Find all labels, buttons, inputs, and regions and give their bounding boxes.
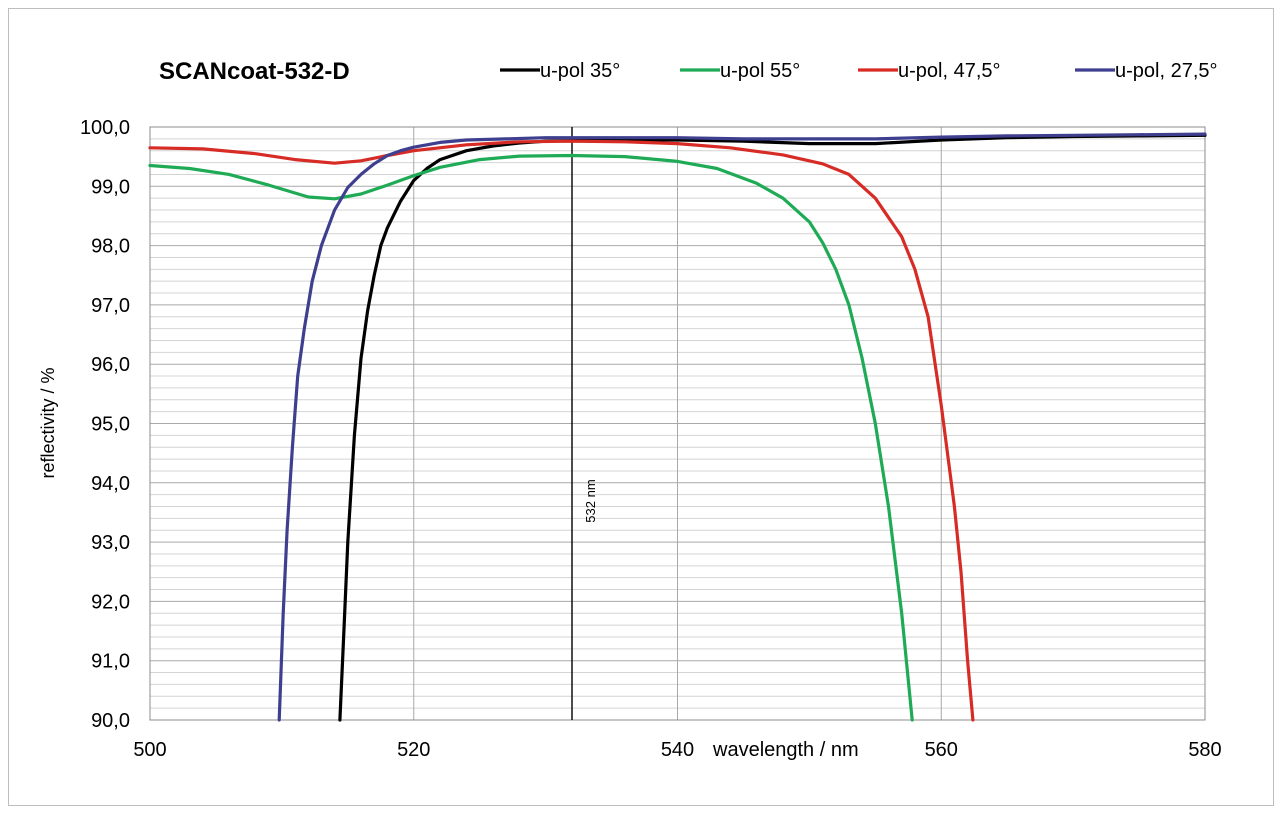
legend: u-pol 35° u-pol 55° u-pol, 47,5° u-pol, 27,…	[500, 60, 1218, 82]
annotation-layer: 532 nm	[571, 127, 598, 720]
y-tick-label: 91,0	[91, 651, 130, 673]
y-tick-labels: 90,0 91,0 92,0 93,0 94,0 95,0 96,0 97,0 98,0 99,0…	[80, 117, 130, 732]
x-tick-label: 540	[661, 739, 694, 761]
legend-label-4: u-pol, 27,5°	[1115, 60, 1218, 82]
x-tick-label: 580	[1188, 739, 1221, 761]
grid	[150, 126, 1205, 721]
x-tick-label: 500	[133, 739, 166, 761]
x-tick-labels: 500 520 540 560 580	[133, 739, 1221, 761]
y-tick-label: 98,0	[91, 236, 130, 258]
y-tick-label: 99,0	[91, 176, 130, 198]
legend-label-3: u-pol, 47,5°	[898, 60, 1001, 82]
y-tick-label: 95,0	[91, 414, 130, 436]
y-tick-label: 93,0	[91, 532, 130, 554]
y-axis-label: reflectivity / %	[38, 367, 58, 478]
x-axis-label: wavelength / nm	[712, 739, 859, 761]
series-line-3	[148, 139, 975, 722]
y-tick-label: 96,0	[91, 354, 130, 376]
series-line-4	[277, 132, 1207, 722]
y-tick-label: 90,0	[91, 710, 130, 732]
series-line-2	[148, 153, 914, 722]
x-tick-label: 560	[925, 739, 958, 761]
y-tick-label: 97,0	[91, 295, 130, 317]
x-tick-label: 520	[397, 739, 430, 761]
legend-label-1: u-pol 35°	[540, 60, 620, 82]
legend-label-2: u-pol 55°	[720, 60, 800, 82]
series-layer	[148, 132, 1207, 722]
y-tick-label: 100,0	[80, 117, 130, 139]
plot-area-border	[149, 126, 1206, 721]
chart-title: SCANcoat-532-D	[159, 58, 350, 85]
y-tick-label: 92,0	[91, 591, 130, 613]
series-line-1	[338, 133, 1207, 722]
y-tick-label: 94,0	[91, 473, 130, 495]
annotation-label: 532 nm	[583, 479, 598, 522]
